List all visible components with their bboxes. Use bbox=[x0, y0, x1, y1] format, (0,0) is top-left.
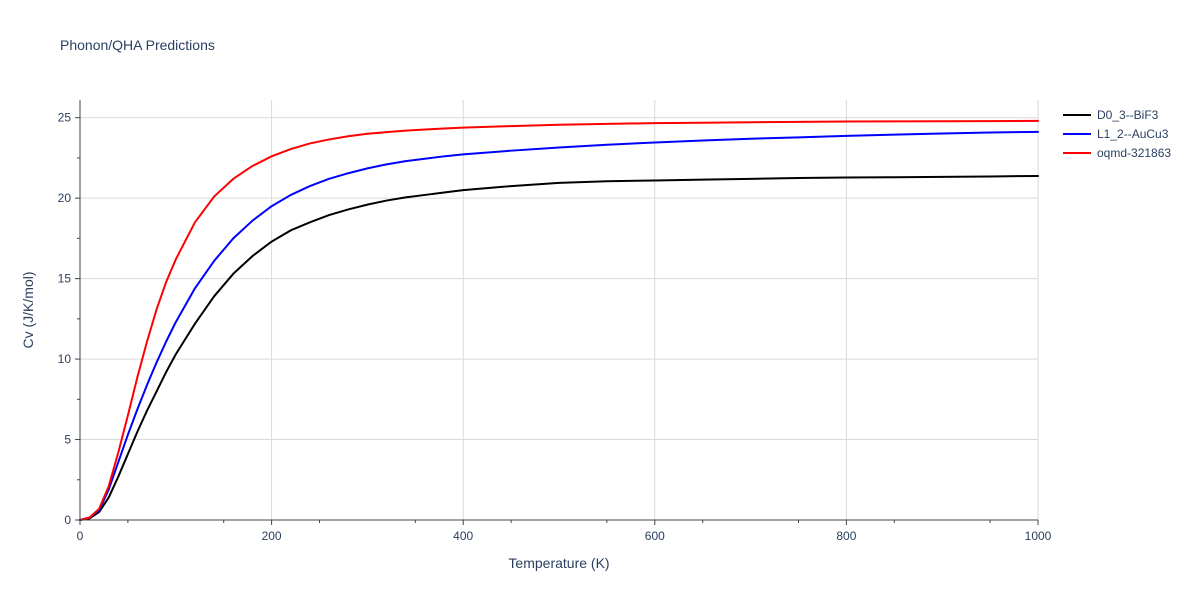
series-line-2 bbox=[79, 130, 1039, 521]
x-axis-title: Temperature (K) bbox=[508, 555, 609, 571]
y-tick-label: 25 bbox=[58, 111, 72, 125]
y-tick-label: 15 bbox=[58, 272, 72, 286]
x-tick-label: 1000 bbox=[1025, 529, 1052, 543]
series-line-3 bbox=[79, 119, 1039, 521]
x-tick-label: 800 bbox=[836, 529, 856, 543]
y-tick-label: 10 bbox=[58, 352, 72, 366]
x-tick-label: 400 bbox=[453, 529, 473, 543]
legend-item-label: oqmd-321863 bbox=[1097, 146, 1171, 160]
chart-title: Phonon/QHA Predictions bbox=[60, 37, 215, 53]
legend-item-label: D0_3--BiF3 bbox=[1097, 108, 1159, 122]
y-tick-label: 5 bbox=[64, 433, 71, 447]
series-layer bbox=[79, 119, 1039, 521]
x-tick-label: 0 bbox=[77, 529, 84, 543]
y-tick-label: 0 bbox=[64, 513, 71, 527]
tick-layer: 0 200 400 600 800 1000 0 5 10 15 20 25 bbox=[58, 111, 1052, 543]
y-axis-title: Cv (J/K/mol) bbox=[20, 272, 36, 349]
grid-layer bbox=[80, 100, 1039, 520]
x-tick-label: 600 bbox=[645, 529, 665, 543]
legend-item-label: L1_2--AuCu3 bbox=[1097, 127, 1169, 141]
legend: D0_3--BiF3 L1_2--AuCu3 oqmd-321863 bbox=[1063, 108, 1171, 160]
x-tick-label: 200 bbox=[262, 529, 282, 543]
series-line-1 bbox=[79, 174, 1039, 521]
y-tick-label: 20 bbox=[58, 191, 72, 205]
